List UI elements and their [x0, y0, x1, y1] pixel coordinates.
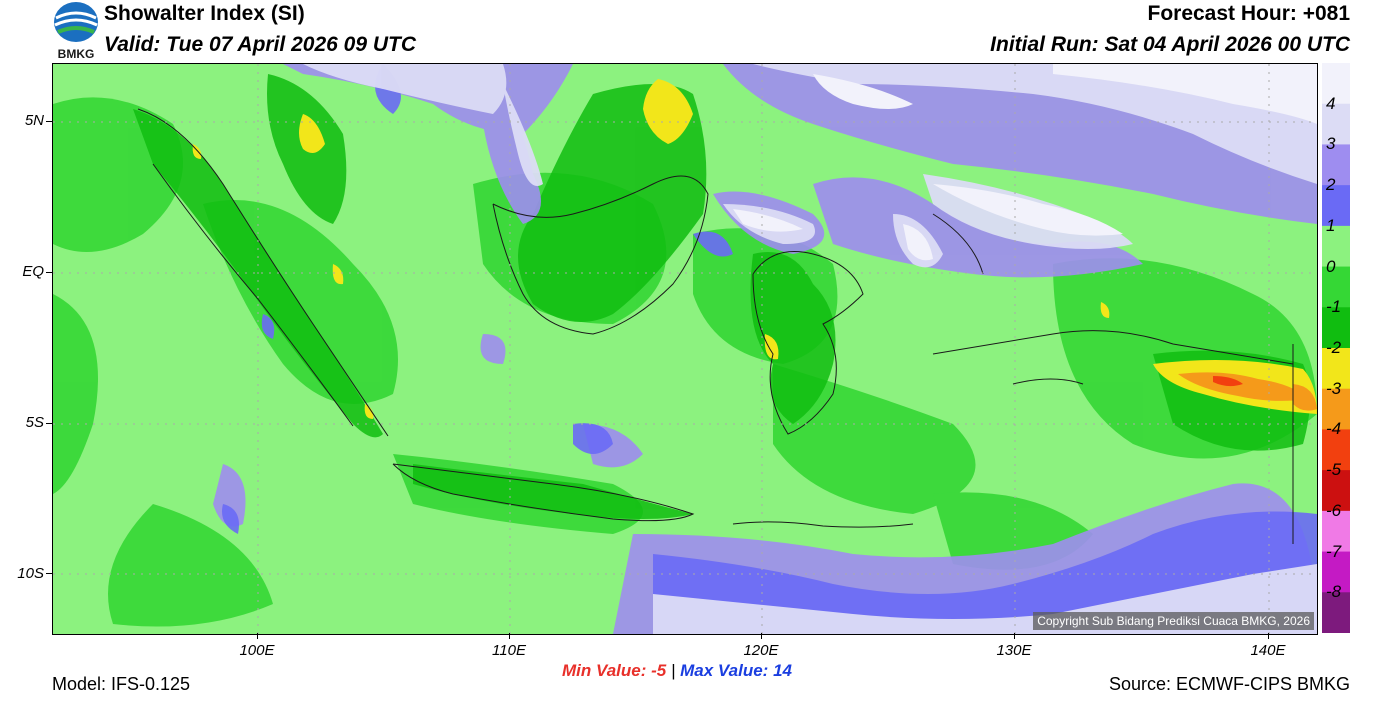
- colorbar-swatch: [1322, 510, 1350, 553]
- y-tick: [46, 423, 52, 424]
- colorbar-label: 4: [1326, 93, 1336, 113]
- bmkg-logo: BMKG: [50, 0, 102, 61]
- colorbar-swatch: [1322, 266, 1350, 308]
- colorbar: [1322, 63, 1350, 634]
- colorbar-swatch: [1322, 103, 1350, 145]
- max-label: Max Value:: [680, 661, 769, 680]
- colorbar-swatch: [1322, 592, 1350, 634]
- colorbar-swatch: [1322, 63, 1350, 105]
- coastlines: [137, 108, 1294, 544]
- x-label-120e: 120E: [743, 642, 779, 659]
- colorbar-swatch: [1322, 470, 1350, 512]
- x-tick: [761, 633, 762, 639]
- colorbar-swatch: [1322, 307, 1350, 349]
- x-label-130e: 130E: [996, 642, 1032, 659]
- map-canvas: [53, 64, 1317, 634]
- colorbar-swatch: [1322, 388, 1350, 430]
- stats-separator: |: [670, 661, 676, 680]
- y-label-eq: EQ: [22, 263, 44, 280]
- y-label-10s: 10S: [17, 565, 44, 582]
- map-title: Showalter Index (SI): [104, 2, 305, 25]
- white-regions: [733, 64, 1317, 261]
- copyright-notice: Copyright Sub Bidang Prediksi Cuaca BMKG…: [1033, 612, 1314, 630]
- grid-lines: [53, 64, 1317, 634]
- colorbar-label: -1: [1326, 297, 1342, 317]
- min-value: -5: [651, 661, 667, 680]
- logo-text: BMKG: [58, 47, 95, 60]
- showalter-index-map: [52, 63, 1318, 635]
- y-label-5s: 5S: [25, 414, 44, 431]
- y-tick: [46, 121, 52, 122]
- colorbar-swatch: [1322, 225, 1350, 268]
- x-tick: [509, 633, 510, 639]
- y-label-5n: 5N: [24, 112, 44, 129]
- forecast-hour: Forecast Hour: +081: [1147, 2, 1351, 25]
- x-tick: [1014, 633, 1015, 639]
- min-max-values: Min Value: -5 | Max Value: 14: [562, 661, 792, 681]
- x-tick: [257, 633, 258, 639]
- colorbar-swatch: [1322, 429, 1350, 471]
- colorbar-swatch: [1322, 185, 1350, 227]
- unstable-orange: [1178, 372, 1317, 411]
- colorbar-label: -8: [1326, 582, 1342, 602]
- x-label-140e: 140E: [1250, 642, 1286, 659]
- y-tick: [46, 573, 52, 574]
- min-label: Min Value:: [562, 661, 647, 680]
- x-label-100e: 100E: [239, 642, 275, 659]
- colorbar-swatch: [1322, 348, 1350, 390]
- colorbar-label: -2: [1326, 338, 1342, 357]
- colorbar-label: -3: [1326, 378, 1342, 398]
- colorbar-label: 0: [1326, 256, 1336, 276]
- colorbar-label: 2: [1326, 175, 1336, 195]
- source-info: Source: ECMWF-CIPS BMKG: [1108, 674, 1350, 694]
- initial-run: Initial Run: Sat 04 April 2026 00 UTC: [990, 33, 1350, 56]
- x-label-110e: 110E: [492, 642, 526, 659]
- y-tick: [46, 272, 52, 273]
- colorbar-label: 1: [1326, 215, 1336, 235]
- valid-time: Valid: Tue 07 April 2026 09 UTC: [104, 33, 417, 56]
- colorbar-swatch: [1322, 551, 1350, 593]
- max-value: 14: [773, 661, 792, 680]
- colorbar-label: -6: [1326, 500, 1342, 520]
- colorbar-label: -4: [1326, 419, 1342, 439]
- model-info: Model: IFS-0.125: [52, 674, 191, 694]
- colorbar-label: 3: [1326, 134, 1336, 154]
- colorbar-swatch: [1322, 144, 1350, 186]
- x-tick: [1268, 633, 1269, 639]
- colorbar-label: -5: [1326, 460, 1342, 480]
- colorbar-label: -7: [1326, 541, 1342, 561]
- unstable-red: [1213, 376, 1243, 387]
